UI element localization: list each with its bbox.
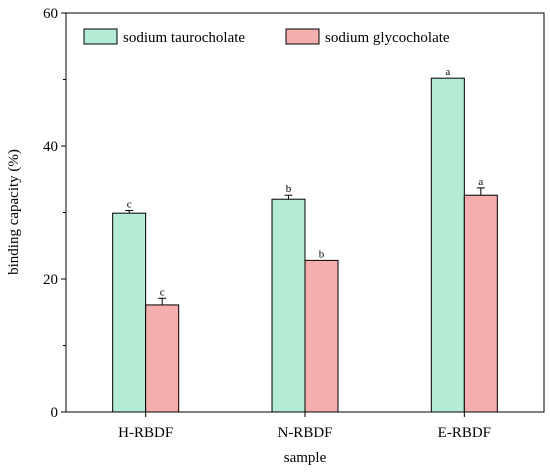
bar-glycocholate: [145, 304, 180, 413]
legend: sodium taurocholate sodium glycocholate: [83, 28, 450, 46]
x-tick-label: E-RBDF: [438, 425, 491, 441]
legend-label: sodium glycocholate: [325, 30, 450, 46]
legend-swatch: [83, 28, 118, 45]
bar-glycocholate: [463, 194, 498, 413]
significance-label: b: [319, 248, 325, 260]
y-axis-label: binding capacity (%): [6, 149, 22, 275]
legend-swatch: [285, 28, 320, 45]
legend-label: sodium taurocholate: [123, 30, 245, 46]
y-tick-label: 20: [43, 272, 58, 288]
x-axis: H-RBDF N-RBDF E-RBDF: [118, 412, 491, 441]
x-tick-label: H-RBDF: [118, 425, 173, 441]
significance-label: a: [478, 176, 483, 188]
y-tick-label: 0: [51, 405, 59, 421]
significance-label: b: [286, 183, 292, 195]
bar-taurocholate: [112, 212, 147, 413]
significance-label: a: [445, 66, 450, 78]
significance-label: c: [160, 286, 165, 298]
x-tick-label: N-RBDF: [277, 425, 332, 441]
y-tick-label: 60: [43, 6, 58, 22]
bar-taurocholate: [271, 198, 306, 413]
bar-taurocholate: [430, 77, 465, 413]
x-axis-label: sample: [284, 450, 327, 466]
y-axis: 0 20 40 60: [43, 6, 66, 421]
y-tick-label: 40: [43, 139, 58, 155]
significance-label: c: [127, 199, 132, 211]
bars-layer: c c b b a a: [112, 66, 498, 413]
bar-glycocholate: [304, 259, 339, 413]
